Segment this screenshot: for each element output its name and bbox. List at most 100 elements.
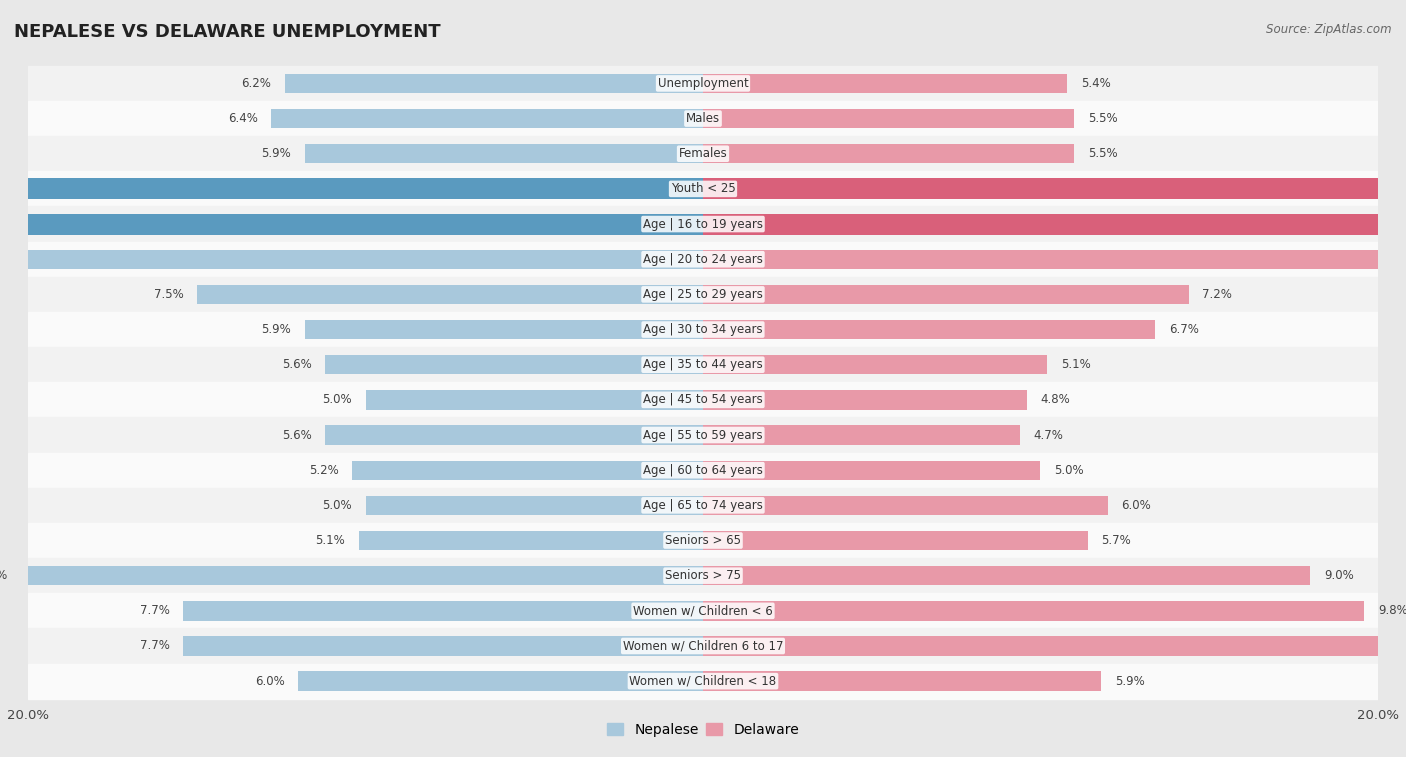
Bar bbox=[703, 531, 1088, 550]
Legend: Nepalese, Delaware: Nepalese, Delaware bbox=[602, 717, 804, 742]
Bar bbox=[28, 171, 1378, 207]
Text: Age | 60 to 64 years: Age | 60 to 64 years bbox=[643, 464, 763, 477]
Text: 7.5%: 7.5% bbox=[153, 288, 183, 301]
Text: 5.9%: 5.9% bbox=[262, 323, 291, 336]
Text: Women w/ Children < 6: Women w/ Children < 6 bbox=[633, 604, 773, 617]
Bar bbox=[28, 417, 1378, 453]
Bar bbox=[325, 355, 703, 375]
Bar bbox=[703, 496, 1108, 515]
Text: 5.5%: 5.5% bbox=[1088, 148, 1118, 160]
Text: Age | 16 to 19 years: Age | 16 to 19 years bbox=[643, 217, 763, 231]
Text: 6.0%: 6.0% bbox=[254, 674, 284, 687]
Text: 6.4%: 6.4% bbox=[228, 112, 257, 125]
Bar bbox=[703, 179, 1406, 199]
Text: Seniors > 75: Seniors > 75 bbox=[665, 569, 741, 582]
Bar bbox=[703, 73, 1067, 93]
Text: 5.6%: 5.6% bbox=[281, 358, 312, 371]
Text: Unemployment: Unemployment bbox=[658, 77, 748, 90]
Text: 4.7%: 4.7% bbox=[1033, 428, 1063, 441]
Text: 7.7%: 7.7% bbox=[141, 604, 170, 617]
Bar bbox=[0, 179, 703, 199]
Bar bbox=[28, 277, 1378, 312]
Bar bbox=[703, 355, 1047, 375]
Bar bbox=[305, 320, 703, 339]
Text: 5.0%: 5.0% bbox=[1054, 464, 1084, 477]
Bar bbox=[703, 390, 1026, 410]
Bar bbox=[366, 496, 703, 515]
Bar bbox=[298, 671, 703, 691]
Bar bbox=[703, 109, 1074, 128]
Bar bbox=[703, 637, 1406, 656]
Text: Females: Females bbox=[679, 148, 727, 160]
Bar bbox=[703, 285, 1189, 304]
Bar bbox=[703, 144, 1074, 164]
Bar bbox=[0, 213, 703, 235]
Text: Age | 35 to 44 years: Age | 35 to 44 years bbox=[643, 358, 763, 371]
Text: Age | 65 to 74 years: Age | 65 to 74 years bbox=[643, 499, 763, 512]
Text: 5.0%: 5.0% bbox=[322, 394, 352, 407]
Bar bbox=[703, 671, 1101, 691]
Bar bbox=[28, 664, 1378, 699]
Bar bbox=[703, 250, 1406, 269]
Bar bbox=[703, 213, 1406, 235]
Bar bbox=[305, 144, 703, 164]
Text: 4.8%: 4.8% bbox=[1040, 394, 1070, 407]
Text: 6.2%: 6.2% bbox=[242, 77, 271, 90]
Text: 5.9%: 5.9% bbox=[1115, 674, 1144, 687]
Bar bbox=[703, 566, 1310, 585]
Bar bbox=[28, 628, 1378, 664]
Bar bbox=[28, 593, 1378, 628]
Bar bbox=[28, 66, 1378, 101]
Bar bbox=[703, 320, 1156, 339]
Bar bbox=[325, 425, 703, 444]
Text: 5.1%: 5.1% bbox=[1060, 358, 1091, 371]
Bar bbox=[28, 558, 1378, 593]
Bar bbox=[703, 601, 1364, 621]
Text: 5.2%: 5.2% bbox=[309, 464, 339, 477]
Bar bbox=[28, 488, 1378, 523]
Text: 6.7%: 6.7% bbox=[1168, 323, 1198, 336]
Bar bbox=[0, 250, 703, 269]
Text: 5.4%: 5.4% bbox=[1081, 77, 1111, 90]
Bar bbox=[183, 637, 703, 656]
Text: Women w/ Children < 18: Women w/ Children < 18 bbox=[630, 674, 776, 687]
Bar bbox=[28, 207, 1378, 241]
Bar bbox=[28, 136, 1378, 171]
Text: 5.6%: 5.6% bbox=[281, 428, 312, 441]
Bar bbox=[21, 566, 703, 585]
Text: 5.7%: 5.7% bbox=[1101, 534, 1130, 547]
Text: Youth < 25: Youth < 25 bbox=[671, 182, 735, 195]
Text: 7.7%: 7.7% bbox=[141, 640, 170, 653]
Text: 9.8%: 9.8% bbox=[1378, 604, 1406, 617]
Bar bbox=[28, 347, 1378, 382]
Bar bbox=[28, 453, 1378, 488]
Text: 5.5%: 5.5% bbox=[1088, 112, 1118, 125]
Bar bbox=[271, 109, 703, 128]
Bar bbox=[197, 285, 703, 304]
Bar bbox=[28, 382, 1378, 417]
Bar bbox=[352, 460, 703, 480]
Text: 5.9%: 5.9% bbox=[262, 148, 291, 160]
Text: Age | 30 to 34 years: Age | 30 to 34 years bbox=[643, 323, 763, 336]
Bar bbox=[703, 425, 1021, 444]
Text: Source: ZipAtlas.com: Source: ZipAtlas.com bbox=[1267, 23, 1392, 36]
Bar bbox=[703, 460, 1040, 480]
Text: 9.0%: 9.0% bbox=[1324, 569, 1354, 582]
Text: 5.1%: 5.1% bbox=[315, 534, 346, 547]
Bar bbox=[28, 241, 1378, 277]
Text: 6.0%: 6.0% bbox=[1122, 499, 1152, 512]
Text: Seniors > 65: Seniors > 65 bbox=[665, 534, 741, 547]
Text: 5.0%: 5.0% bbox=[322, 499, 352, 512]
Text: Males: Males bbox=[686, 112, 720, 125]
Text: 7.2%: 7.2% bbox=[1202, 288, 1232, 301]
Text: Age | 20 to 24 years: Age | 20 to 24 years bbox=[643, 253, 763, 266]
Bar bbox=[28, 101, 1378, 136]
Text: Age | 45 to 54 years: Age | 45 to 54 years bbox=[643, 394, 763, 407]
Bar bbox=[366, 390, 703, 410]
Bar bbox=[28, 523, 1378, 558]
Text: Age | 25 to 29 years: Age | 25 to 29 years bbox=[643, 288, 763, 301]
Text: Age | 55 to 59 years: Age | 55 to 59 years bbox=[643, 428, 763, 441]
Bar bbox=[359, 531, 703, 550]
Text: 10.1%: 10.1% bbox=[0, 569, 8, 582]
Bar bbox=[28, 312, 1378, 347]
